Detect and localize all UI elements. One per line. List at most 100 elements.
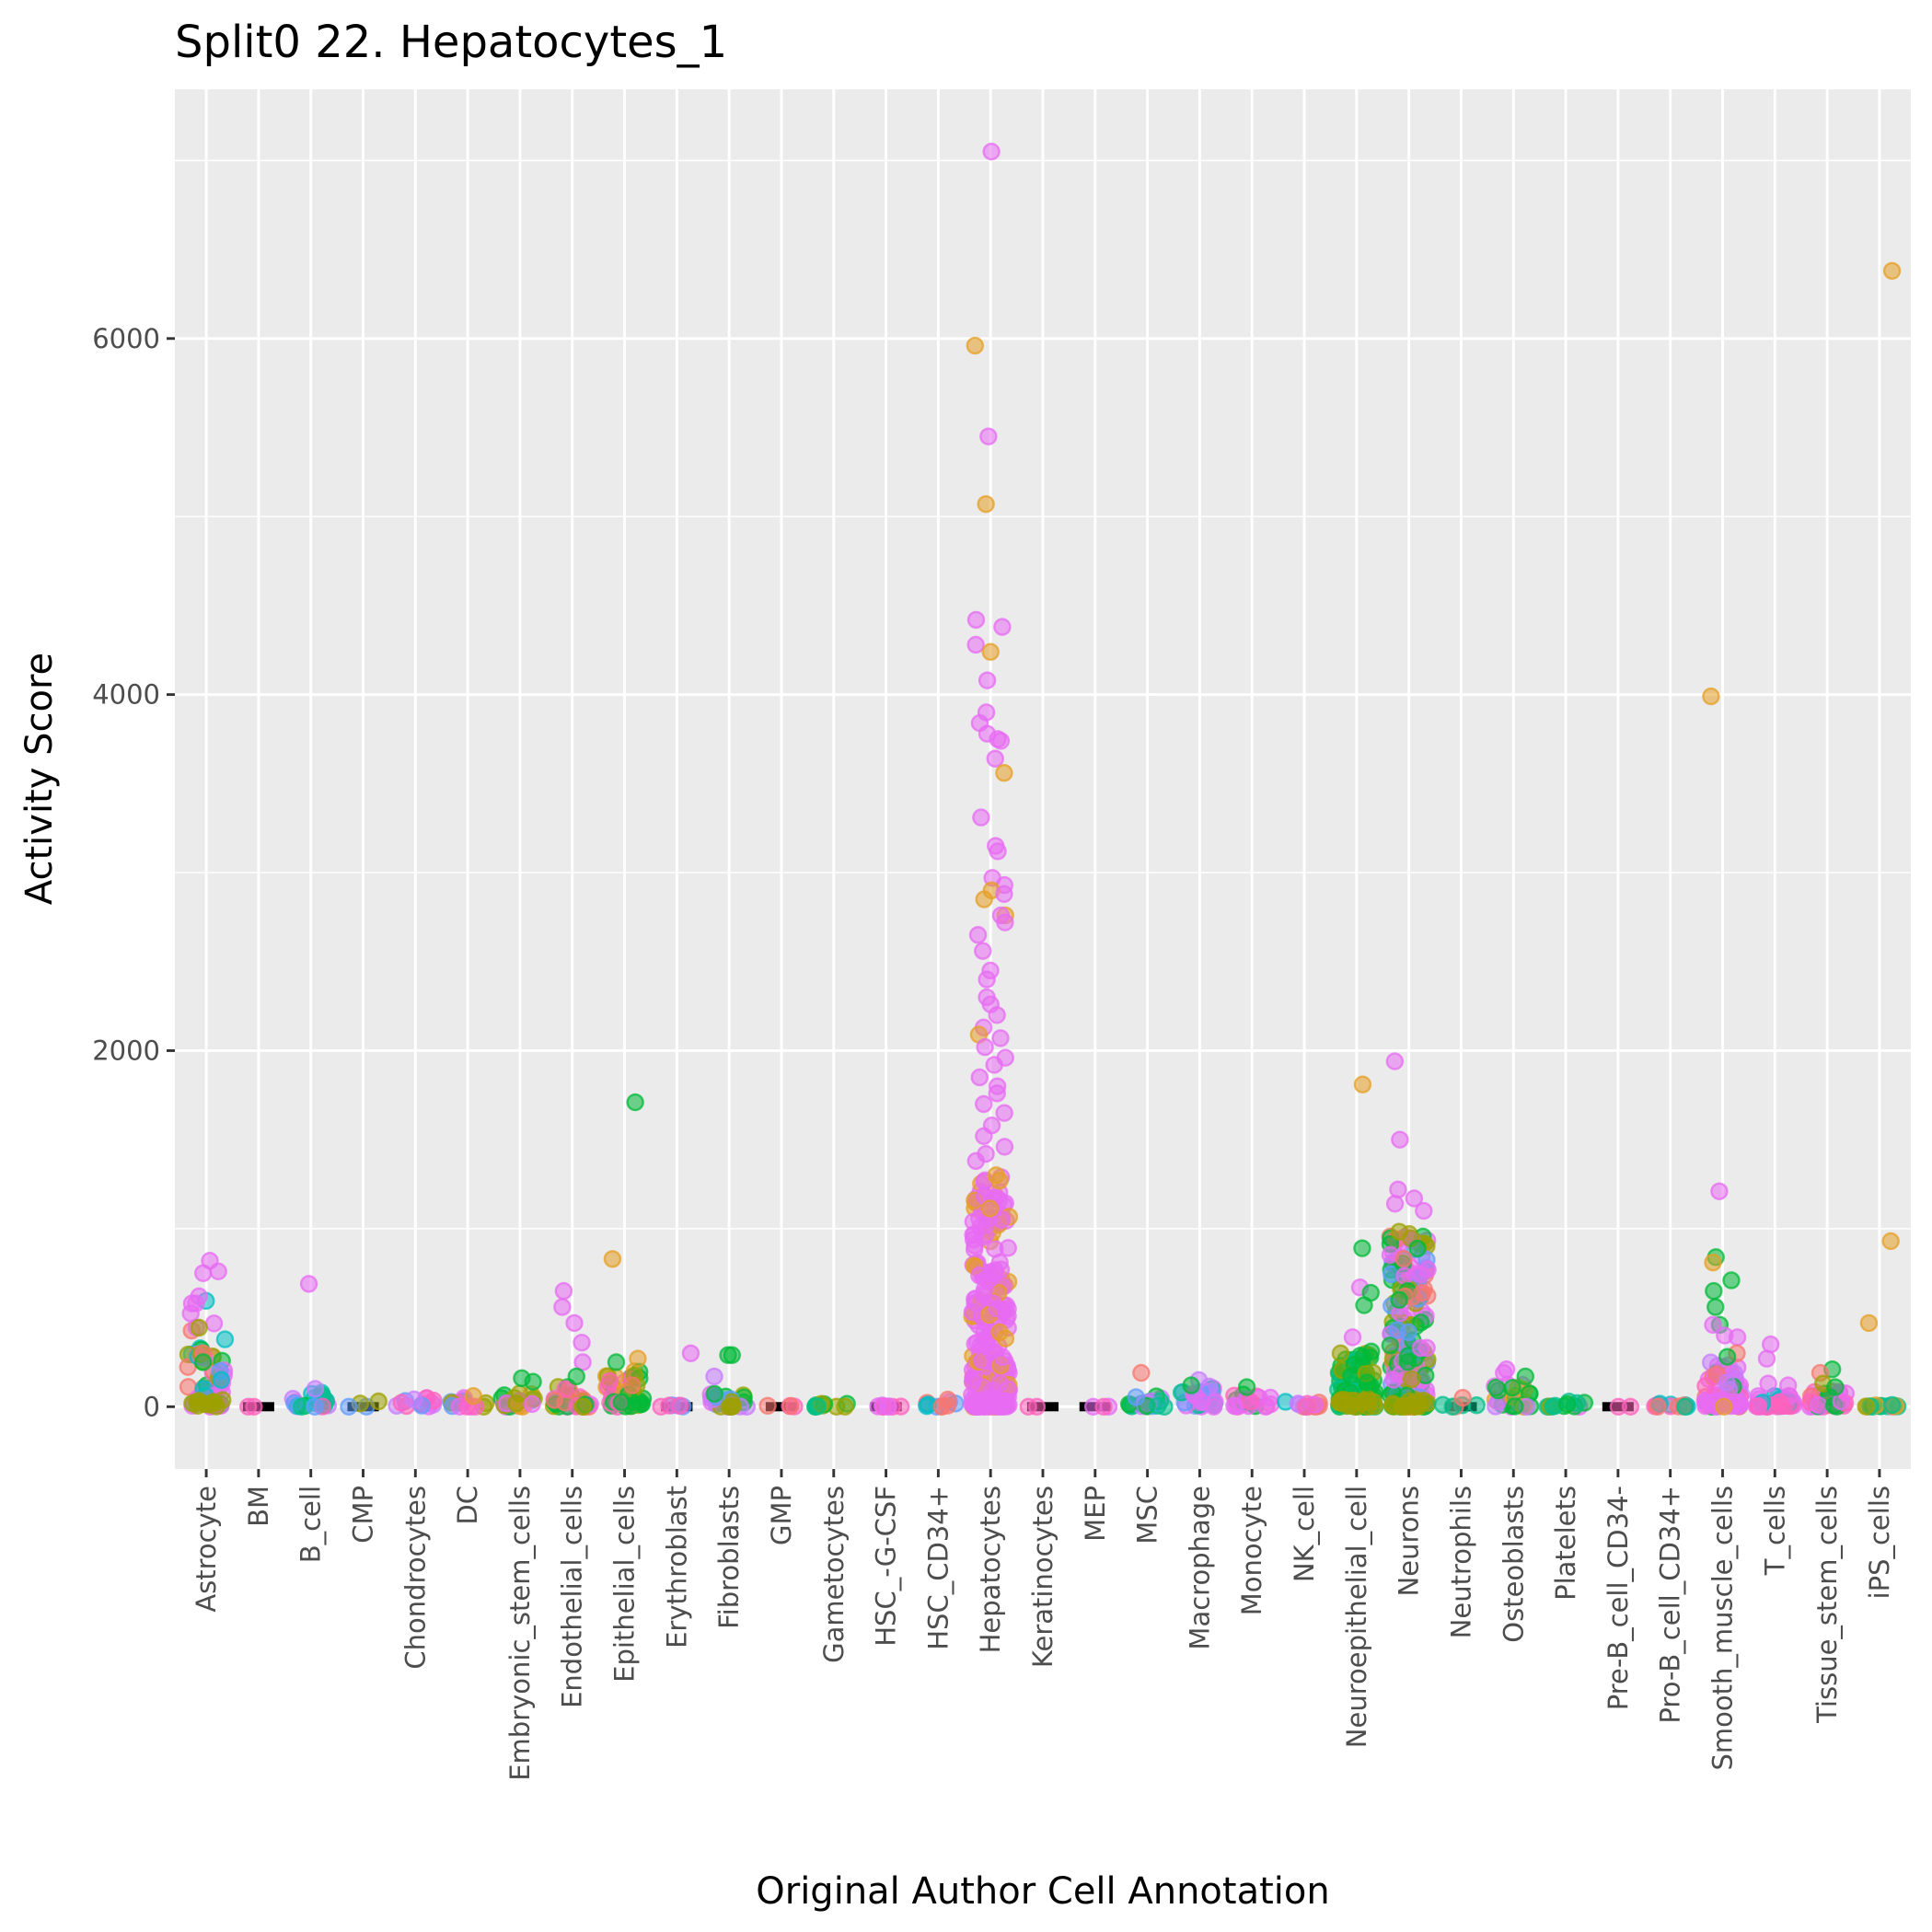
data-point [1237,1378,1256,1396]
data-point [1388,1321,1406,1339]
y-tick-label: 6000 [92,323,160,354]
data-point [629,1349,647,1368]
data-point [1881,1232,1900,1251]
data-point [603,1250,622,1268]
data-point [1343,1328,1362,1347]
data-point [1826,1378,1845,1396]
data-point [980,1199,1000,1218]
data-point [1696,1377,1715,1395]
data-point [553,1298,572,1316]
data-point [1182,1376,1200,1394]
data-point [1355,1296,1373,1314]
x-tick-label: Pre-B_cell_CD34- [1602,1486,1634,1710]
data-point [781,1396,800,1416]
data-point [963,1372,982,1391]
data-point [982,142,1001,161]
data-point [836,1397,854,1416]
x-tick-label: MSC [1132,1486,1163,1544]
data-point [966,635,985,654]
data-point [1405,1189,1424,1208]
data-point [214,1391,232,1409]
data-point [1411,1338,1430,1358]
data-point [1557,1394,1577,1414]
x-tick-label: Hepatocytes [975,1486,1006,1653]
data-point [997,1392,1015,1410]
data-point [573,1353,592,1371]
x-tick-label: T_cells [1759,1486,1790,1576]
x-axis-title: Original Author Cell Annotation [756,1870,1329,1913]
data-point [209,1262,227,1281]
data-point [626,1093,644,1112]
data-point [1710,1182,1729,1200]
data-point [623,1376,642,1394]
data-point [1882,1395,1902,1415]
data-point [1722,1271,1741,1290]
data-point [607,1353,626,1371]
data-point [1705,1281,1723,1301]
data-point [1675,1397,1695,1417]
data-point [975,890,993,908]
data-point [989,842,1007,861]
x-tick-label: Smooth_muscle_cells [1706,1486,1738,1770]
data-point [988,1084,1006,1103]
x-tick-label: Macrophage [1184,1486,1215,1650]
data-point [1094,1397,1113,1417]
data-point [1718,1373,1736,1392]
x-tick-label: MEP [1080,1486,1111,1542]
x-tick-label: Endothelial_cells [557,1486,588,1708]
y-tick-label: 0 [144,1391,160,1422]
data-point [990,1171,1009,1190]
data-point [995,1138,1014,1156]
data-point [1390,1222,1408,1241]
data-point [1348,1397,1367,1417]
data-point [720,1397,739,1417]
data-point [977,494,995,514]
data-point [306,1397,324,1417]
data-point [299,1275,318,1293]
data-point [1730,1394,1749,1413]
data-point [1702,687,1720,706]
data-point [995,764,1013,782]
x-tick-label: Neurons [1394,1486,1425,1596]
x-tick-label: iPS_cells [1864,1486,1895,1599]
x-tick-label: Keratinocytes [1027,1486,1059,1668]
data-point [215,1330,235,1348]
data-point [1411,1313,1430,1332]
data-point [993,1348,1012,1367]
data-point [405,1390,423,1409]
data-point [999,1239,1017,1257]
data-point [986,749,1004,768]
data-point [1728,1328,1747,1347]
data-point [1398,1353,1417,1371]
x-tick-label: Epithelial_cells [609,1486,641,1683]
data-point [1772,1396,1791,1416]
data-point [1395,1267,1414,1285]
data-point [723,1346,741,1364]
data-point [1132,1363,1151,1382]
data-point [1453,1388,1472,1407]
data-point [1412,1265,1430,1283]
data-point [1487,1397,1505,1416]
x-tick-label: Fibroblasts [713,1486,745,1629]
x-tick-label: Embryonic_stem_cells [504,1486,536,1781]
major-gridlines [175,89,1911,1469]
data-point [978,970,996,989]
data-point [981,642,1000,661]
y-axis-title: Activity Score [18,653,61,905]
data-point [1390,1290,1408,1309]
data-point [975,1127,993,1146]
x-tick-label: Astrocyte [191,1486,222,1613]
data-point [1757,1349,1776,1368]
data-point [1149,1396,1167,1415]
data-point [681,1344,700,1362]
data-point [1408,1239,1427,1258]
data-point [1718,1348,1737,1366]
data-point [1859,1313,1879,1333]
data-point [965,1240,984,1259]
data-point [1331,1344,1350,1363]
data-point [972,808,990,827]
y-tick-label: 4000 [92,679,160,711]
data-point [554,1281,573,1301]
data-point [1506,1397,1524,1416]
